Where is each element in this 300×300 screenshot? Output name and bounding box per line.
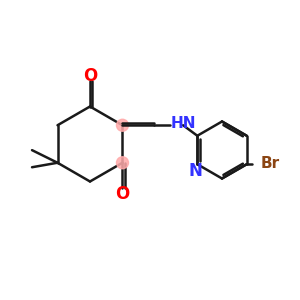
Text: O: O (116, 184, 130, 203)
Text: O: O (83, 67, 97, 85)
Text: N: N (189, 162, 203, 180)
Circle shape (116, 119, 128, 131)
Text: HN: HN (171, 116, 196, 131)
Text: Br: Br (260, 156, 279, 171)
Circle shape (116, 157, 128, 169)
